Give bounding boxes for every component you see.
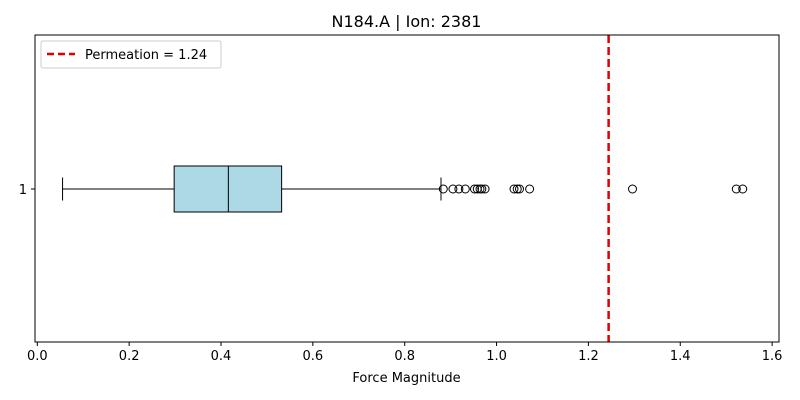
outlier-point [460,184,470,194]
outlier-point [454,184,464,194]
x-tick-label: 1.6 [762,349,783,364]
outlier-point [438,184,448,194]
outlier-point [477,184,487,194]
y-axis: 1 [19,183,35,198]
legend-frame [40,40,222,69]
outlier-point [627,184,637,194]
outlier-point [480,184,490,194]
outlier-point [509,184,519,194]
x-tick-label: 1.4 [670,349,691,364]
legend-entry-permeation: Permeation = 1.24 [85,48,207,63]
outlier-point [512,184,522,194]
x-tick-label: 0.8 [394,349,415,364]
x-axis: 0.0 0.2 0.4 0.6 0.8 1.0 1.2 1.4 1.6 [27,342,783,364]
x-tick-label: 0.4 [211,349,232,364]
x-tick-label: 0.0 [27,349,48,364]
x-tick-label: 1.0 [486,349,507,364]
x-tick-label: 0.2 [119,349,140,364]
x-axis-label: Force Magnitude [352,371,460,386]
outlier-point [448,184,458,194]
outlier-point [525,184,535,194]
legend: Permeation = 1.24 [40,40,222,69]
x-tick-label: 0.6 [303,349,324,364]
x-tick-label: 1.2 [578,349,599,364]
plot-area [62,35,748,342]
chart-title: N184.A | Ion: 2381 [332,12,482,31]
outlier-point [738,184,748,194]
y-tick-label: 1 [19,183,27,198]
outlier-point [731,184,741,194]
outlier-point [515,184,525,194]
outlier-point [470,184,480,194]
